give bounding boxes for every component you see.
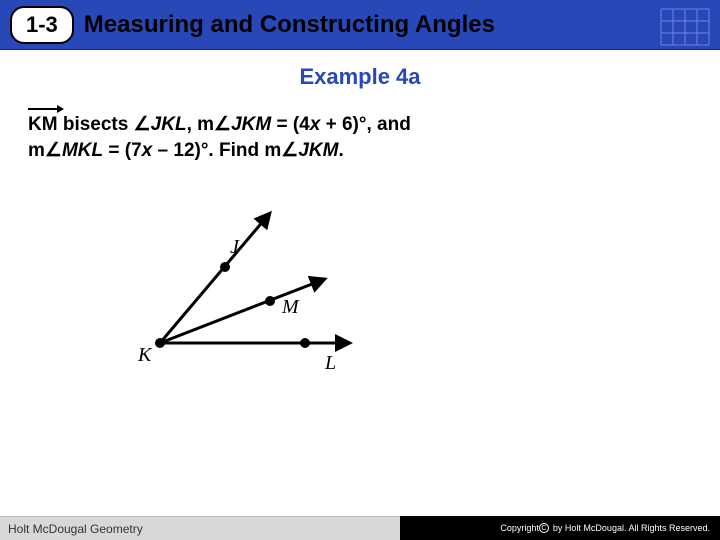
footer-bar: Holt McDougal Geometry Copyright C by Ho… <box>0 516 720 540</box>
example-label: Example 4a <box>0 64 720 90</box>
section-number-badge: 1-3 <box>10 6 74 44</box>
footer-left: Holt McDougal Geometry <box>0 516 400 540</box>
header-bar: 1-3 Measuring and Constructing Angles <box>0 0 720 50</box>
copyright-word: Copyright <box>500 523 539 533</box>
copyright-text: by Holt McDougal. All Rights Reserved. <box>553 523 710 533</box>
svg-text:K: K <box>137 344 153 366</box>
svg-text:M: M <box>281 296 300 318</box>
svg-text:J: J <box>230 236 240 258</box>
svg-text:L: L <box>324 352 336 374</box>
footer-right: Copyright C by Holt McDougal. All Rights… <box>400 516 720 540</box>
ray-km: KM <box>28 112 58 138</box>
grid-decoration-icon <box>660 8 710 46</box>
angle-diagram: J M L K <box>130 193 370 383</box>
copyright-icon: C <box>539 523 549 533</box>
header-title: Measuring and Constructing Angles <box>84 11 495 39</box>
angle-symbol: ∠ <box>134 114 151 135</box>
problem-statement: KM bisects ∠JKL, m∠JKM = (4x + 6)°, and … <box>28 112 692 163</box>
